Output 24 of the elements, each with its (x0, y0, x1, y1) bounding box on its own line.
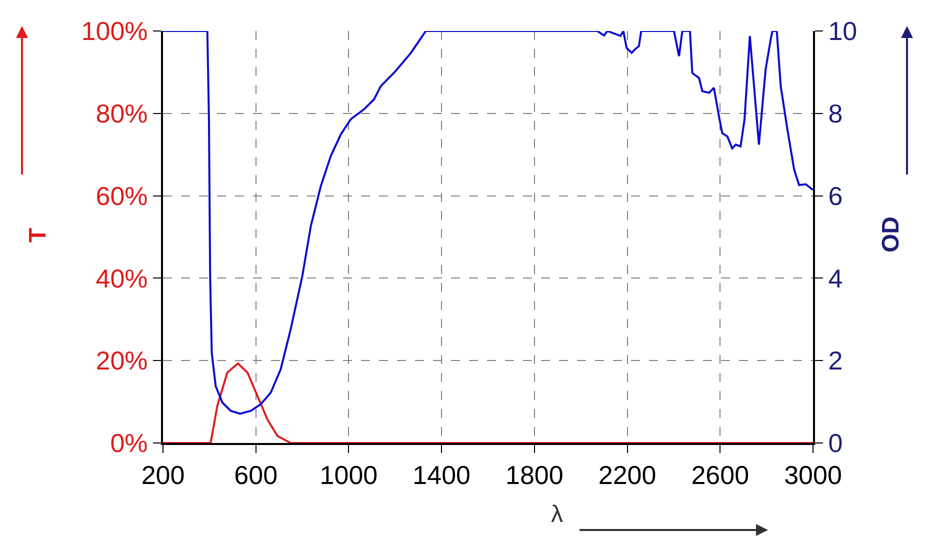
x-tick-label: 2200 (598, 460, 656, 490)
y2-tick-label: 2 (828, 346, 843, 376)
y2-tick-label: 10 (828, 16, 858, 46)
x-tick-label: 2600 (691, 460, 750, 490)
y-tick-label: 60% (96, 180, 148, 211)
y2-tick-label: 0 (828, 428, 843, 458)
x-tick-label: 200 (141, 460, 185, 490)
y-tick-label: 80% (96, 98, 148, 128)
x-tick-label: 1400 (412, 460, 470, 490)
y2-tick-label: 4 (828, 263, 843, 294)
y-tick-label: 20% (96, 346, 148, 376)
y2-tick-label: 8 (828, 98, 843, 128)
x-tick-label: 1800 (506, 460, 564, 490)
y2-axis-title: OD (878, 216, 904, 252)
x-tick-label: 1000 (320, 460, 378, 490)
y-tick-label: 0% (110, 428, 148, 458)
y-tick-label: 40% (96, 263, 148, 294)
x-axis-title: λ (551, 501, 563, 528)
x-tick-label: 600 (234, 460, 278, 490)
x-tick-label: 3000 (784, 460, 842, 490)
y-tick-label: 100% (81, 16, 148, 46)
y2-tick-label: 6 (828, 180, 843, 211)
line-series (163, 31, 813, 415)
y-axis-title: T (24, 228, 52, 242)
